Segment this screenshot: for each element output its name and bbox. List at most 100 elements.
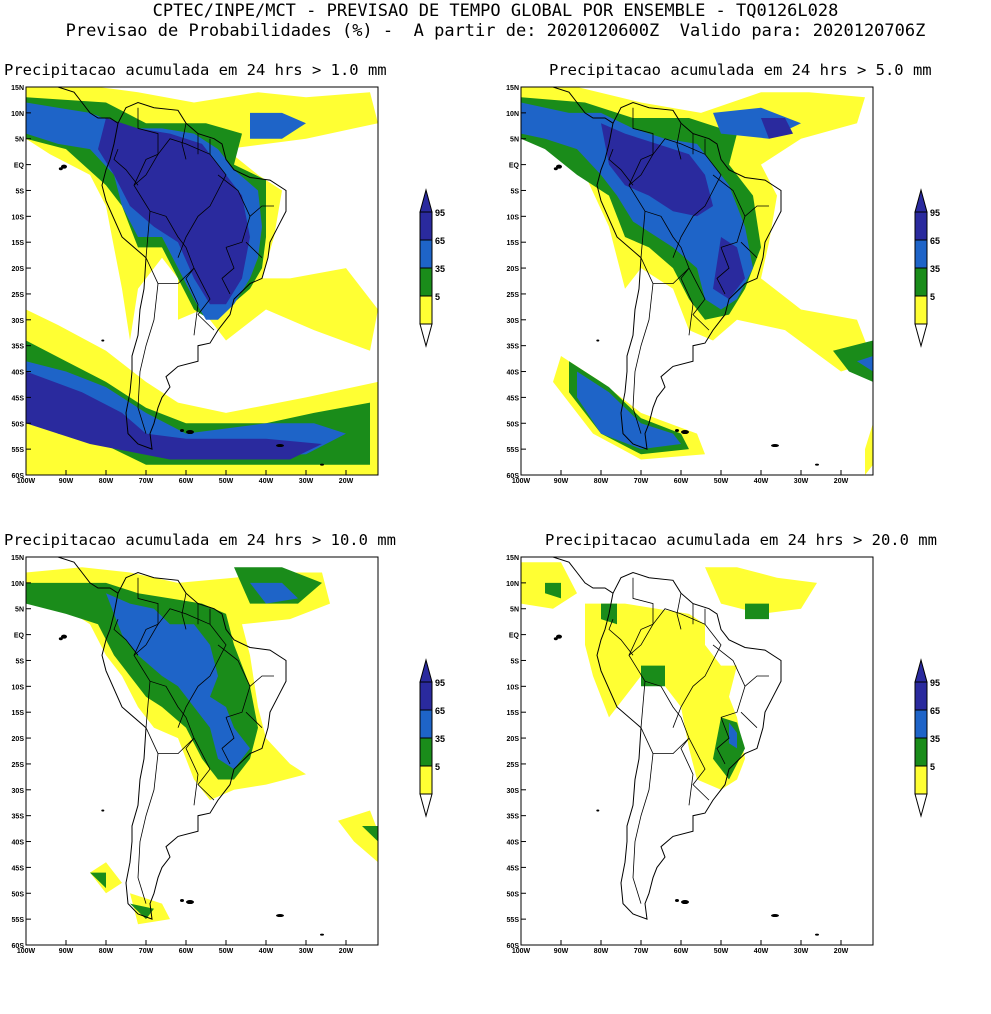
island xyxy=(101,339,105,342)
precip-area-1 xyxy=(705,567,817,614)
precip-area-4 xyxy=(601,123,713,217)
lon-label: 40W xyxy=(259,948,274,955)
lat-label: 5N xyxy=(510,137,519,144)
lat-label: 45S xyxy=(12,865,25,872)
island xyxy=(320,463,324,466)
lat-label: 35S xyxy=(507,814,520,821)
precip-area-4 xyxy=(98,118,250,305)
central-america-coast xyxy=(26,87,119,124)
lon-label: 80W xyxy=(594,948,609,955)
country-border xyxy=(628,153,654,186)
central-america-coast xyxy=(26,557,119,594)
lat-label: 10S xyxy=(12,214,25,221)
country-border xyxy=(632,577,654,625)
island xyxy=(276,914,284,918)
island xyxy=(58,637,63,641)
country-border xyxy=(632,107,654,155)
lat-label: 30S xyxy=(12,318,25,325)
probability-shading xyxy=(26,87,378,475)
colorbar-label: 5 xyxy=(435,292,440,302)
country-border xyxy=(137,107,159,155)
country-border xyxy=(740,241,758,258)
lat-label: 15N xyxy=(11,555,24,562)
map-frame xyxy=(25,556,379,946)
colorbar-label: 35 xyxy=(435,734,445,744)
colorbar-bottom-arrow xyxy=(914,323,928,348)
precip-area-3 xyxy=(521,102,753,310)
colorbar-top-arrow xyxy=(914,188,928,213)
lat-label: EQ xyxy=(509,163,520,170)
island xyxy=(681,900,689,905)
lat-label: 15N xyxy=(506,555,519,562)
colorbar-top-arrow xyxy=(914,658,928,683)
south-america-coast xyxy=(101,101,287,450)
lat-label: 15N xyxy=(506,85,519,92)
lat-label: 45S xyxy=(507,395,520,402)
colorbar-legend: 95 65 35 5 xyxy=(419,188,445,348)
lon-label: 70W xyxy=(139,478,154,485)
colorbar-label: 5 xyxy=(930,762,935,772)
precip-area-2 xyxy=(130,903,154,920)
island xyxy=(771,914,779,918)
colorbar-label: 35 xyxy=(435,264,445,274)
island xyxy=(596,809,600,812)
lon-label: 90W xyxy=(554,948,569,955)
lat-label: 30S xyxy=(507,788,520,795)
precip-area-3 xyxy=(250,582,298,604)
country-border xyxy=(249,675,274,687)
panel-10mm: Precipitacao acumulada em 24 hrs > 10.0 … xyxy=(0,532,495,1010)
lat-label: EQ xyxy=(14,633,25,640)
colorbar-label: 5 xyxy=(435,762,440,772)
lat-label: 60S xyxy=(12,473,25,480)
colorbar-label: 65 xyxy=(435,706,445,716)
colorbar-label: 95 xyxy=(435,208,445,218)
colorbar-swatch xyxy=(419,709,433,739)
country-border xyxy=(245,241,263,258)
island xyxy=(61,634,67,639)
colorbar-label: 65 xyxy=(930,236,940,246)
country-border xyxy=(632,283,654,434)
country-border xyxy=(628,608,722,801)
coastlines xyxy=(521,87,819,466)
header-title: CPTEC/INPE/MCT - PREVISAO DE TEMPO GLOBA… xyxy=(152,1,839,21)
colorbar-bottom-arrow xyxy=(914,793,928,818)
country-border xyxy=(113,148,139,186)
precip-area-2 xyxy=(545,582,561,599)
lat-label: 5N xyxy=(15,137,24,144)
colorbar-swatch xyxy=(419,765,433,795)
colorbar-swatch xyxy=(914,267,928,297)
country-border xyxy=(676,123,682,160)
precip-area-2 xyxy=(90,872,106,889)
lon-label: 30W xyxy=(794,478,809,485)
lon-label: 100W xyxy=(512,478,531,485)
lon-label: 100W xyxy=(17,478,36,485)
panel-title: Precipitacao acumulada em 24 hrs > 10.0 … xyxy=(4,531,396,549)
island xyxy=(681,430,689,435)
island xyxy=(101,809,105,812)
country-border xyxy=(185,267,199,336)
lat-label: 55S xyxy=(507,447,520,454)
probability-shading xyxy=(521,87,873,475)
map-5mm: 15N 10N 5N EQ 5S 10S 15S 20S 25S 30S 35S 40S 45S 50S 5… xyxy=(506,85,940,485)
country-border xyxy=(716,717,730,765)
map-frame xyxy=(25,86,379,476)
country-border xyxy=(113,618,139,656)
lat-label: 40S xyxy=(507,840,520,847)
colorbar-legend: 95 65 35 5 xyxy=(914,188,940,348)
colorbar-swatch xyxy=(419,211,433,241)
precip-area-4 xyxy=(26,371,322,460)
country-border xyxy=(185,737,199,806)
lon-label: 30W xyxy=(794,948,809,955)
colorbar-label: 95 xyxy=(930,208,940,218)
precip-area-2 xyxy=(641,665,665,687)
south-america-coast xyxy=(101,571,287,920)
country-border xyxy=(221,717,235,765)
lat-label: 5S xyxy=(510,658,519,665)
lon-label: 40W xyxy=(259,478,274,485)
precip-area-3 xyxy=(250,112,306,139)
lon-label: 30W xyxy=(299,948,314,955)
colorbar-legend: 95 65 35 5 xyxy=(914,658,940,818)
island xyxy=(771,444,779,448)
island xyxy=(553,167,558,171)
country-border xyxy=(680,267,694,336)
